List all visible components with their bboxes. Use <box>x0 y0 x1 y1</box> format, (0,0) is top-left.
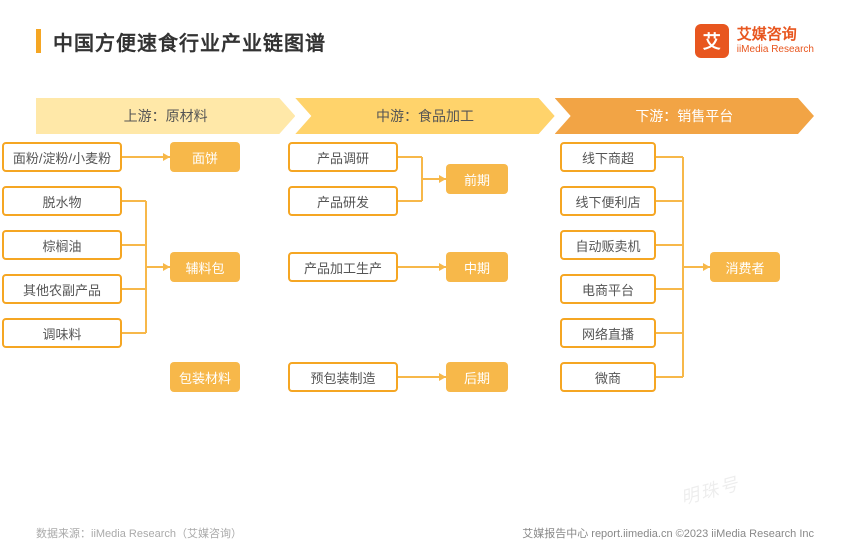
watermark: 明珠号 <box>678 470 743 511</box>
upstream-output: 面饼 <box>170 142 240 172</box>
upstream-input: 棕榈油 <box>2 230 122 260</box>
midstream-mid-input: 产品加工生产 <box>288 252 398 282</box>
midstream-early-output: 前期 <box>446 164 508 194</box>
title-accent-bar <box>36 29 41 53</box>
title-wrap: 中国方便速食行业产业链图谱 <box>36 27 326 56</box>
midstream-mid-output: 中期 <box>446 252 508 282</box>
upstream-input: 面粉/淀粉/小麦粉 <box>2 142 122 172</box>
stage-label: 中游：食品加工 <box>376 106 474 126</box>
downstream-channel: 网络直播 <box>560 318 656 348</box>
page-title: 中国方便速食行业产业链图谱 <box>53 27 326 56</box>
downstream-channel: 线下便利店 <box>560 186 656 216</box>
header: 中国方便速食行业产业链图谱 艾 艾媒咨询 iiMedia Research <box>0 0 850 68</box>
stage-arrows-row: 上游：原材料 中游：食品加工 下游：销售平台 <box>0 68 850 134</box>
stage-label: 下游：销售平台 <box>635 106 733 126</box>
stage-arrow: 下游：销售平台 <box>555 98 814 134</box>
footer: 数据来源：iiMedia Research（艾媒咨询） 艾媒报告中心 repor… <box>0 511 850 553</box>
brand-name-en: iiMedia Research <box>737 44 814 55</box>
upstream-input: 其他农副产品 <box>2 274 122 304</box>
brand-logo-icon: 艾 <box>695 24 729 58</box>
brand-name-cn: 艾媒咨询 <box>737 27 814 44</box>
data-source: 数据来源：iiMedia Research（艾媒咨询） <box>36 525 242 541</box>
downstream-target: 消费者 <box>710 252 780 282</box>
stage-arrow: 中游：食品加工 <box>295 98 554 134</box>
midstream-late-output: 后期 <box>446 362 508 392</box>
brand-logo: 艾 艾媒咨询 iiMedia Research <box>695 24 814 58</box>
connector-lines <box>0 134 850 464</box>
upstream-input: 调味料 <box>2 318 122 348</box>
downstream-channel: 线下商超 <box>560 142 656 172</box>
upstream-output: 包装材料 <box>170 362 240 392</box>
downstream-channel: 电商平台 <box>560 274 656 304</box>
midstream-early-input: 产品调研 <box>288 142 398 172</box>
stage-label: 上游：原材料 <box>124 106 208 126</box>
upstream-output: 辅料包 <box>170 252 240 282</box>
midstream-late-input: 预包装制造 <box>288 362 398 392</box>
downstream-channel: 自动贩卖机 <box>560 230 656 260</box>
stage-arrow: 上游：原材料 <box>36 98 295 134</box>
upstream-input: 脱水物 <box>2 186 122 216</box>
downstream-channel: 微商 <box>560 362 656 392</box>
value-chain-diagram: 面粉/淀粉/小麦粉脱水物棕榈油其他农副产品调味料 面饼辅料包包装材料 产品调研产品研… <box>0 134 850 464</box>
copyright: 艾媒报告中心 report.iimedia.cn ©2023 iiMedia R… <box>522 525 814 541</box>
midstream-early-input: 产品研发 <box>288 186 398 216</box>
